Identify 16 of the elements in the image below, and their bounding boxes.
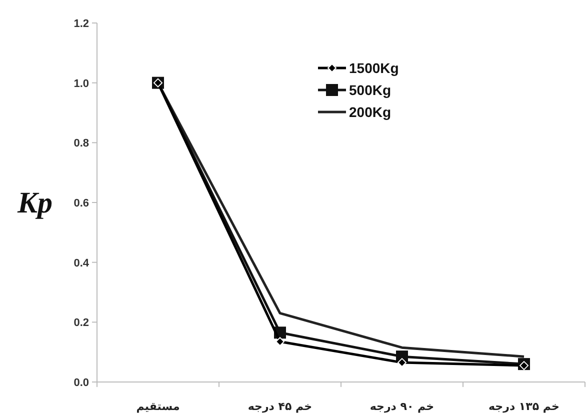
x-tick-label: خم ۹۰ درجه [370,400,434,413]
y-tick-label: 0.0 [74,377,89,389]
y-tick-label: 0.2 [74,317,89,330]
y-tick-label: 1.2 [74,18,89,30]
y-tick-label: 0.6 [74,198,89,210]
x-tick-label: خم ۱۳۵ درجه [488,400,560,413]
y-tick-label: 0.4 [74,257,90,270]
legend-label: 200Kg [349,104,392,120]
legend-label: 1500Kg [349,60,399,76]
y-axis-title: Kp [16,186,53,220]
y-tick-label: 1.0 [74,78,89,90]
point [520,361,528,370]
x-tick-label: مستقیم [136,400,180,413]
y-tick-label: 0.8 [74,138,89,150]
legend-label: 500Kg [349,82,392,98]
x-tick-label: خم ۴۵ درجه [248,400,312,413]
